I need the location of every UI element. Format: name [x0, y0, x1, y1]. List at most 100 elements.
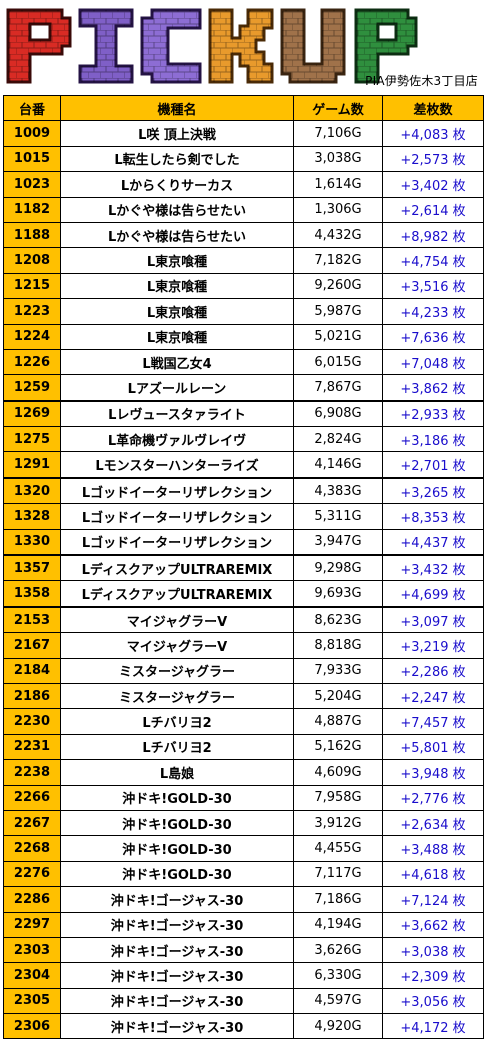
game-count-cell: 7,867G — [293, 374, 383, 402]
machine-number-cell: 2267 — [3, 809, 61, 837]
machine-name-cell: L戦国乙女4 — [60, 348, 294, 376]
coin-difference-cell: +4,618 枚 — [382, 860, 484, 888]
coin-difference-cell: +2,286 枚 — [382, 657, 484, 684]
machine-name-cell: L転生したら剣でした — [60, 145, 294, 173]
coin-difference-cell: +5,801 枚 — [382, 733, 484, 761]
table-row: 1208 L東京喰種 7,182G +4,754 枚 — [3, 247, 484, 274]
table-row: 1358 LディスクアップULTRAREMIX 9,693G +4,699 枚 — [3, 580, 484, 608]
game-count-cell: 7,117G — [293, 860, 383, 888]
machine-number-cell: 1188 — [3, 221, 61, 249]
table-row: 1023 Lからくりサーカス 1,614G +3,402 枚 — [3, 171, 484, 198]
machine-number-cell: 2304 — [3, 962, 61, 989]
table-header-row: 台番 機種名 ゲーム数 差枚数 — [3, 94, 484, 122]
logo-letter-i-icon — [78, 8, 134, 84]
machine-number-cell: 2153 — [3, 605, 61, 634]
machine-name-cell: ミスタージャグラー — [60, 682, 294, 710]
table-row: 1015 L転生したら剣でした 3,038G +2,573 枚 — [3, 145, 484, 173]
coin-difference-cell: +3,186 枚 — [382, 426, 484, 453]
game-count-cell: 5,021G — [293, 323, 383, 350]
machine-number-cell: 1223 — [3, 298, 61, 325]
machine-number-cell: 2266 — [3, 784, 61, 811]
machine-number-cell: 1357 — [3, 554, 61, 582]
machine-number-cell: 2305 — [3, 987, 61, 1015]
coin-difference-cell: +4,437 枚 — [382, 528, 484, 556]
game-count-cell: 4,432G — [293, 221, 383, 249]
coin-difference-cell: +3,862 枚 — [382, 374, 484, 402]
game-count-cell: 4,383G — [293, 476, 383, 505]
table-row: 2303 沖ドキ!ゴージャス-30 3,626G +3,038 枚 — [3, 936, 484, 964]
machine-name-cell: マイジャグラーV — [60, 632, 294, 659]
game-count-cell: 5,987G — [293, 298, 383, 325]
coin-difference-cell: +7,048 枚 — [382, 348, 484, 376]
table-row: 1357 LディスクアップULTRAREMIX 9,298G +3,432 枚 — [3, 554, 484, 582]
machine-name-cell: 沖ドキ!ゴージャス-30 — [60, 987, 294, 1015]
machine-number-cell: 1023 — [3, 171, 61, 198]
machine-name-cell: マイジャグラーV — [60, 605, 294, 634]
game-count-cell: 7,186G — [293, 886, 383, 913]
machine-number-cell: 2186 — [3, 682, 61, 710]
game-count-cell: 4,146G — [293, 451, 383, 479]
machine-name-cell: 沖ドキ!GOLD-30 — [60, 809, 294, 837]
machine-number-cell: 1215 — [3, 272, 61, 300]
machine-number-cell: 1269 — [3, 399, 61, 428]
machine-name-cell: LディスクアップULTRAREMIX — [60, 554, 294, 582]
game-count-cell: 7,933G — [293, 657, 383, 684]
game-count-cell: 7,182G — [293, 247, 383, 274]
table-row: 2306 沖ドキ!ゴージャス-30 4,920G +4,172 枚 — [3, 1013, 484, 1040]
coin-difference-cell: +3,516 枚 — [382, 272, 484, 300]
machine-number-cell: 1259 — [3, 374, 61, 402]
coin-difference-cell: +3,056 枚 — [382, 987, 484, 1015]
machine-number-cell: 2167 — [3, 632, 61, 659]
machine-name-cell: Lアズールレーン — [60, 374, 294, 402]
machine-name-cell: L東京喰種 — [60, 272, 294, 300]
machine-number-cell: 2303 — [3, 936, 61, 964]
machine-name-cell: Lチバリヨ2 — [60, 708, 294, 735]
logo-letter-p2-icon — [354, 8, 418, 84]
machine-name-cell: L東京喰種 — [60, 247, 294, 274]
machine-number-cell: 2268 — [3, 835, 61, 862]
coin-difference-cell: +4,699 枚 — [382, 580, 484, 608]
machine-number-cell: 1320 — [3, 476, 61, 505]
machine-number-cell: 2306 — [3, 1013, 61, 1040]
coin-difference-cell: +3,948 枚 — [382, 759, 484, 786]
table-row: 2153 マイジャグラーV 8,623G +3,097 枚 — [3, 605, 484, 634]
machine-number-cell: 1328 — [3, 503, 61, 530]
table-row: 2230 Lチバリヨ2 4,887G +7,457 枚 — [3, 708, 484, 735]
game-count-cell: 1,306G — [293, 196, 383, 223]
machine-name-cell: Lかぐや様は告らせたい — [60, 196, 294, 223]
table-row: 1328 Lゴッドイーターリザレクション 5,311G +8,353 枚 — [3, 503, 484, 530]
table-row: 1215 L東京喰種 9,260G +3,516 枚 — [3, 272, 484, 300]
table-row: 1320 Lゴッドイーターリザレクション 4,383G +3,265 枚 — [3, 476, 484, 505]
coin-difference-cell: +3,265 枚 — [382, 476, 484, 505]
machine-name-cell: 沖ドキ!ゴージャス-30 — [60, 911, 294, 938]
machine-number-cell: 1330 — [3, 528, 61, 556]
machine-number-cell: 2286 — [3, 886, 61, 913]
machine-number-cell: 1226 — [3, 348, 61, 376]
table-row: 1330 Lゴッドイーターリザレクション 3,947G +4,437 枚 — [3, 528, 484, 556]
header: PIA伊勢佐木3丁目店 — [0, 0, 486, 95]
coin-difference-cell: +2,309 枚 — [382, 962, 484, 989]
coin-difference-cell: +3,402 枚 — [382, 171, 484, 198]
table-row: 1259 Lアズールレーン 7,867G +3,862 枚 — [3, 374, 484, 402]
machine-name-cell: Lゴッドイーターリザレクション — [60, 476, 294, 505]
table-row: 2286 沖ドキ!ゴージャス-30 7,186G +7,124 枚 — [3, 886, 484, 913]
machine-name-cell: L革命機ヴァルヴレイヴ — [60, 426, 294, 453]
machine-name-cell: Lゴッドイーターリザレクション — [60, 503, 294, 530]
table-row: 1182 Lかぐや様は告らせたい 1,306G +2,614 枚 — [3, 196, 484, 223]
coin-difference-cell: +2,933 枚 — [382, 399, 484, 428]
machine-number-cell: 2231 — [3, 733, 61, 761]
machine-number-cell: 2230 — [3, 708, 61, 735]
machine-number-cell: 2297 — [3, 911, 61, 938]
machine-name-cell: Lレヴュースタァライト — [60, 399, 294, 428]
machine-number-cell: 1015 — [3, 145, 61, 173]
machine-number-cell: 2238 — [3, 759, 61, 786]
game-count-cell: 9,298G — [293, 554, 383, 582]
machine-number-cell: 1358 — [3, 580, 61, 608]
game-count-cell: 8,818G — [293, 632, 383, 659]
machine-number-cell: 2184 — [3, 657, 61, 684]
coin-difference-cell: +3,097 枚 — [382, 605, 484, 634]
machine-number-cell: 1009 — [3, 120, 61, 147]
machine-number-cell: 1182 — [3, 196, 61, 223]
machine-name-cell: 沖ドキ!ゴージャス-30 — [60, 886, 294, 913]
pickup-table: 台番 機種名 ゲーム数 差枚数 1009 L咲 頂上決戦 7,106G +4,083 … — [3, 94, 484, 1040]
